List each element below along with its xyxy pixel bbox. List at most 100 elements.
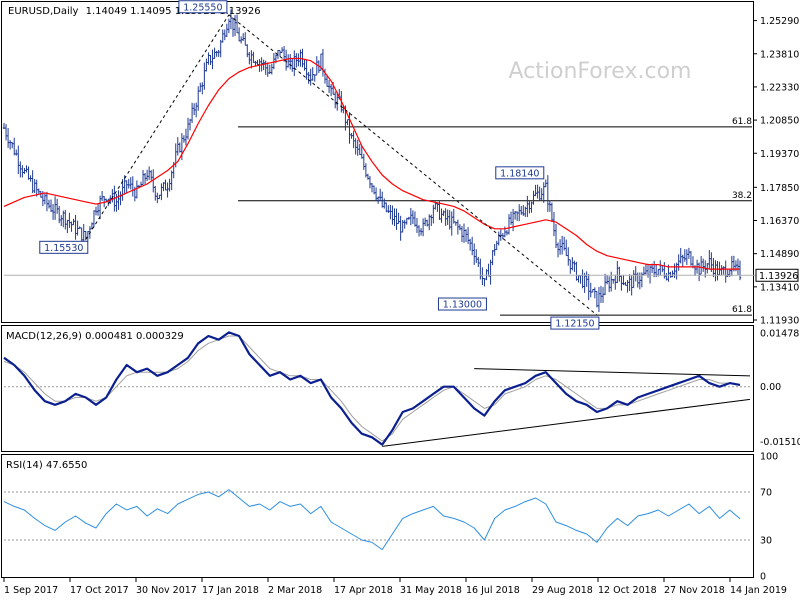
x-tick-label: 17 Apr 2018 bbox=[334, 585, 393, 596]
price-bar bbox=[560, 235, 564, 255]
price-bar bbox=[346, 119, 349, 126]
price-bar bbox=[550, 202, 554, 222]
rsi-tick-label: 0 bbox=[760, 572, 766, 583]
price-bar bbox=[70, 221, 73, 232]
price-tick-label: 1.25290 bbox=[760, 16, 799, 27]
price-bar bbox=[403, 219, 406, 229]
price-bar bbox=[610, 271, 613, 292]
price-bar bbox=[278, 50, 282, 57]
price-bar bbox=[239, 36, 243, 44]
price-bar bbox=[697, 262, 701, 282]
price-bar bbox=[92, 210, 96, 228]
price-annotation: 1.18140 bbox=[495, 166, 545, 180]
price-bar bbox=[730, 255, 734, 277]
price-bar bbox=[370, 183, 374, 193]
price-bar bbox=[534, 184, 537, 197]
price-bar bbox=[473, 243, 476, 265]
price-bar bbox=[436, 202, 439, 212]
price-bar bbox=[630, 274, 633, 296]
macd-title: MACD(12,26,9) 0.000481 0.000329 bbox=[6, 331, 184, 342]
rsi-tick-label: 100 bbox=[760, 452, 778, 463]
price-bar bbox=[270, 63, 274, 75]
price-bar bbox=[430, 214, 433, 227]
price-bar bbox=[350, 133, 353, 139]
price-bar bbox=[13, 137, 16, 156]
price-bar bbox=[450, 211, 453, 236]
fib-level-label: 61.8 bbox=[732, 305, 752, 315]
price-bar bbox=[720, 265, 723, 276]
price-bar bbox=[19, 161, 22, 178]
price-bar bbox=[29, 175, 32, 182]
price-bar bbox=[143, 172, 147, 185]
price-bar bbox=[329, 84, 333, 97]
macd-main-line bbox=[3, 331, 741, 446]
price-bar bbox=[10, 141, 14, 149]
price-bar bbox=[485, 269, 488, 281]
price-bar bbox=[368, 175, 372, 189]
x-tick-label: 16 Jul 2018 bbox=[466, 585, 520, 596]
price-bar bbox=[477, 256, 480, 267]
price-bar bbox=[197, 86, 200, 111]
price-bar bbox=[303, 59, 306, 71]
price-bar bbox=[156, 192, 159, 204]
price-annotation-box bbox=[550, 316, 600, 330]
price-bar bbox=[170, 170, 173, 191]
price-bar bbox=[223, 29, 226, 41]
price-bar bbox=[205, 58, 208, 72]
price-bar bbox=[2, 122, 6, 130]
price-bar bbox=[411, 210, 415, 225]
price-bar bbox=[632, 270, 635, 288]
price-bar bbox=[671, 270, 674, 278]
price-bar bbox=[454, 221, 458, 226]
price-bar bbox=[562, 236, 566, 251]
price-bar bbox=[27, 166, 30, 180]
price-bar bbox=[736, 258, 740, 276]
price-bar bbox=[689, 251, 693, 266]
price-bar bbox=[571, 257, 574, 271]
price-bar bbox=[356, 139, 359, 156]
price-bar bbox=[581, 269, 584, 289]
price-bar bbox=[309, 68, 312, 86]
price-bar bbox=[244, 32, 247, 46]
price-bar bbox=[515, 211, 519, 221]
price-bar bbox=[456, 219, 460, 235]
price-bar bbox=[587, 274, 590, 301]
price-bar bbox=[74, 214, 77, 240]
x-tick-label: 12 Oct 2018 bbox=[598, 585, 657, 596]
watermark: ActionForex.com bbox=[509, 59, 692, 84]
fib-lines: 61.8 38.2 61.8 bbox=[238, 117, 752, 316]
x-tick-label: 1 Sep 2017 bbox=[4, 585, 58, 596]
rsi-title: RSI(14) 47.6550 bbox=[6, 460, 87, 471]
price-annotation: 1.13000 bbox=[437, 297, 487, 311]
chart-ohlc: 1.14049 1.14095 1.13921 1.13926 bbox=[86, 6, 261, 17]
price-bar bbox=[4, 124, 8, 141]
price-bar bbox=[507, 214, 511, 235]
price-bar bbox=[432, 204, 435, 224]
price-bars bbox=[2, 9, 742, 313]
price-bar bbox=[25, 165, 28, 173]
price-bar bbox=[585, 271, 588, 287]
macd-tick-label: 0.00 bbox=[760, 382, 781, 393]
price-bar bbox=[268, 64, 271, 74]
price-bar bbox=[125, 180, 128, 194]
rsi-panel-frame bbox=[1, 454, 754, 578]
price-bar bbox=[264, 60, 267, 75]
price-bar bbox=[256, 59, 259, 66]
price-bar bbox=[51, 203, 55, 220]
chart-title: EURUSD,Daily 1.14049 1.14095 1.13921 1.1… bbox=[8, 6, 261, 17]
price-bar bbox=[199, 82, 202, 92]
x-tick-label: 17 Oct 2017 bbox=[70, 585, 129, 596]
price-tick-label: 1.17850 bbox=[760, 183, 799, 194]
macd-trendline bbox=[474, 368, 751, 377]
price-bar bbox=[542, 182, 545, 203]
price-bar bbox=[250, 50, 253, 69]
price-bar bbox=[724, 260, 727, 283]
price-bar bbox=[626, 279, 629, 293]
price-bar bbox=[567, 247, 570, 266]
price-annotation-box bbox=[495, 166, 545, 180]
x-tick-label: 2 Mar 2018 bbox=[268, 585, 322, 596]
price-bar bbox=[215, 50, 218, 57]
price-bar bbox=[511, 208, 515, 232]
price-bar bbox=[190, 102, 194, 124]
